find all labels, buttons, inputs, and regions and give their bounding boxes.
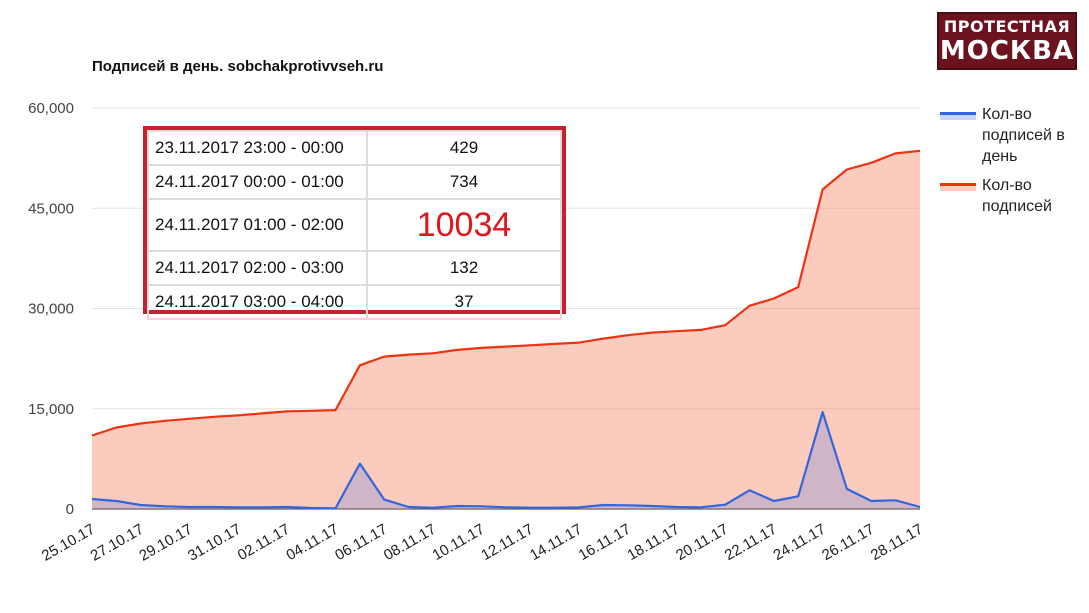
x-tick-label: 18.11.17 bbox=[624, 521, 682, 564]
x-tick-label: 24.11.17 bbox=[770, 521, 828, 564]
x-tick-label: 10.11.17 bbox=[430, 521, 488, 564]
x-tick-label: 31.10.17 bbox=[185, 521, 244, 565]
x-tick-label: 28.11.17 bbox=[868, 521, 926, 564]
y-tick-label: 15,000 bbox=[28, 401, 74, 418]
table-value-cell: 132 bbox=[366, 250, 562, 286]
legend-swatch-total bbox=[940, 183, 976, 191]
table-row: 24.11.2017 03:00 - 04:00 37 bbox=[147, 284, 562, 320]
table-time-cell: 24.11.2017 00:00 - 01:00 bbox=[147, 164, 368, 200]
x-axis: 25.10.1727.10.1729.10.1731.10.1702.11.17… bbox=[39, 521, 926, 565]
legend-label-daily: Кол-во подписей в день bbox=[982, 106, 1065, 165]
legend-label-total: Кол-во подписей bbox=[982, 177, 1052, 215]
x-tick-label: 20.11.17 bbox=[673, 521, 731, 564]
y-tick-label: 45,000 bbox=[28, 200, 74, 217]
chart-title: Подписей в день. sobchakprotivvseh.ru bbox=[92, 58, 384, 75]
logo-line-2: МОСКВА bbox=[939, 36, 1075, 66]
legend: Кол-во подписей в день Кол-во подписей bbox=[940, 104, 1085, 225]
series-layer bbox=[91, 149, 921, 510]
table-row: 24.11.2017 01:00 - 02:00 10034 bbox=[147, 198, 562, 252]
table-time-cell: 24.11.2017 02:00 - 03:00 bbox=[147, 250, 368, 286]
legend-item-total: Кол-во подписей bbox=[940, 175, 1085, 217]
x-tick-label: 27.10.17 bbox=[88, 521, 147, 565]
series-line-daily bbox=[91, 411, 921, 510]
legend-item-daily: Кол-во подписей в день bbox=[940, 104, 1085, 167]
x-tick-label: 02.11.17 bbox=[235, 521, 293, 564]
hourly-table: 23.11.2017 23:00 - 00:00 429 24.11.2017 00… bbox=[143, 126, 566, 320]
table-time-cell: 24.11.2017 03:00 - 04:00 bbox=[147, 284, 368, 320]
x-tick-label: 04.11.17 bbox=[283, 521, 341, 564]
x-tick-label: 26.11.17 bbox=[819, 521, 877, 564]
x-tick-label: 06.11.17 bbox=[332, 521, 390, 564]
x-tick-label: 16.11.17 bbox=[576, 521, 634, 564]
x-tick-label: 29.10.17 bbox=[136, 521, 195, 565]
logo-line-1: ПРОТЕСТНАЯ bbox=[943, 17, 1071, 36]
y-tick-label: 30,000 bbox=[28, 301, 74, 318]
series-area-daily bbox=[92, 412, 920, 509]
y-axis: 0 15,000 30,000 45,000 60,000 bbox=[28, 100, 74, 518]
x-tick-label: 12.11.17 bbox=[478, 521, 536, 564]
table-row: 24.11.2017 02:00 - 03:00 132 bbox=[147, 250, 562, 286]
table-value-cell: 429 bbox=[366, 130, 562, 166]
table-row: 23.11.2017 23:00 - 00:00 429 bbox=[147, 130, 562, 166]
table-value-cell: 10034 bbox=[366, 198, 562, 252]
y-tick-label: 60,000 bbox=[28, 100, 74, 117]
table-time-cell: 23.11.2017 23:00 - 00:00 bbox=[147, 130, 368, 166]
legend-swatch-daily bbox=[940, 112, 976, 120]
table-value-cell: 37 bbox=[366, 284, 562, 320]
x-tick-label: 08.11.17 bbox=[381, 521, 439, 564]
x-tick-label: 22.11.17 bbox=[722, 521, 780, 564]
table-row: 24.11.2017 00:00 - 01:00 734 bbox=[147, 164, 562, 200]
logo: ПРОТЕСТНАЯ МОСКВА bbox=[937, 12, 1077, 70]
y-tick-label: 0 bbox=[66, 501, 74, 518]
table-time-cell: 24.11.2017 01:00 - 02:00 bbox=[147, 198, 368, 252]
x-tick-label: 25.10.17 bbox=[39, 521, 98, 565]
x-tick-label: 14.11.17 bbox=[527, 521, 585, 564]
table-value-cell: 734 bbox=[366, 164, 562, 200]
series-area-total bbox=[92, 150, 920, 510]
